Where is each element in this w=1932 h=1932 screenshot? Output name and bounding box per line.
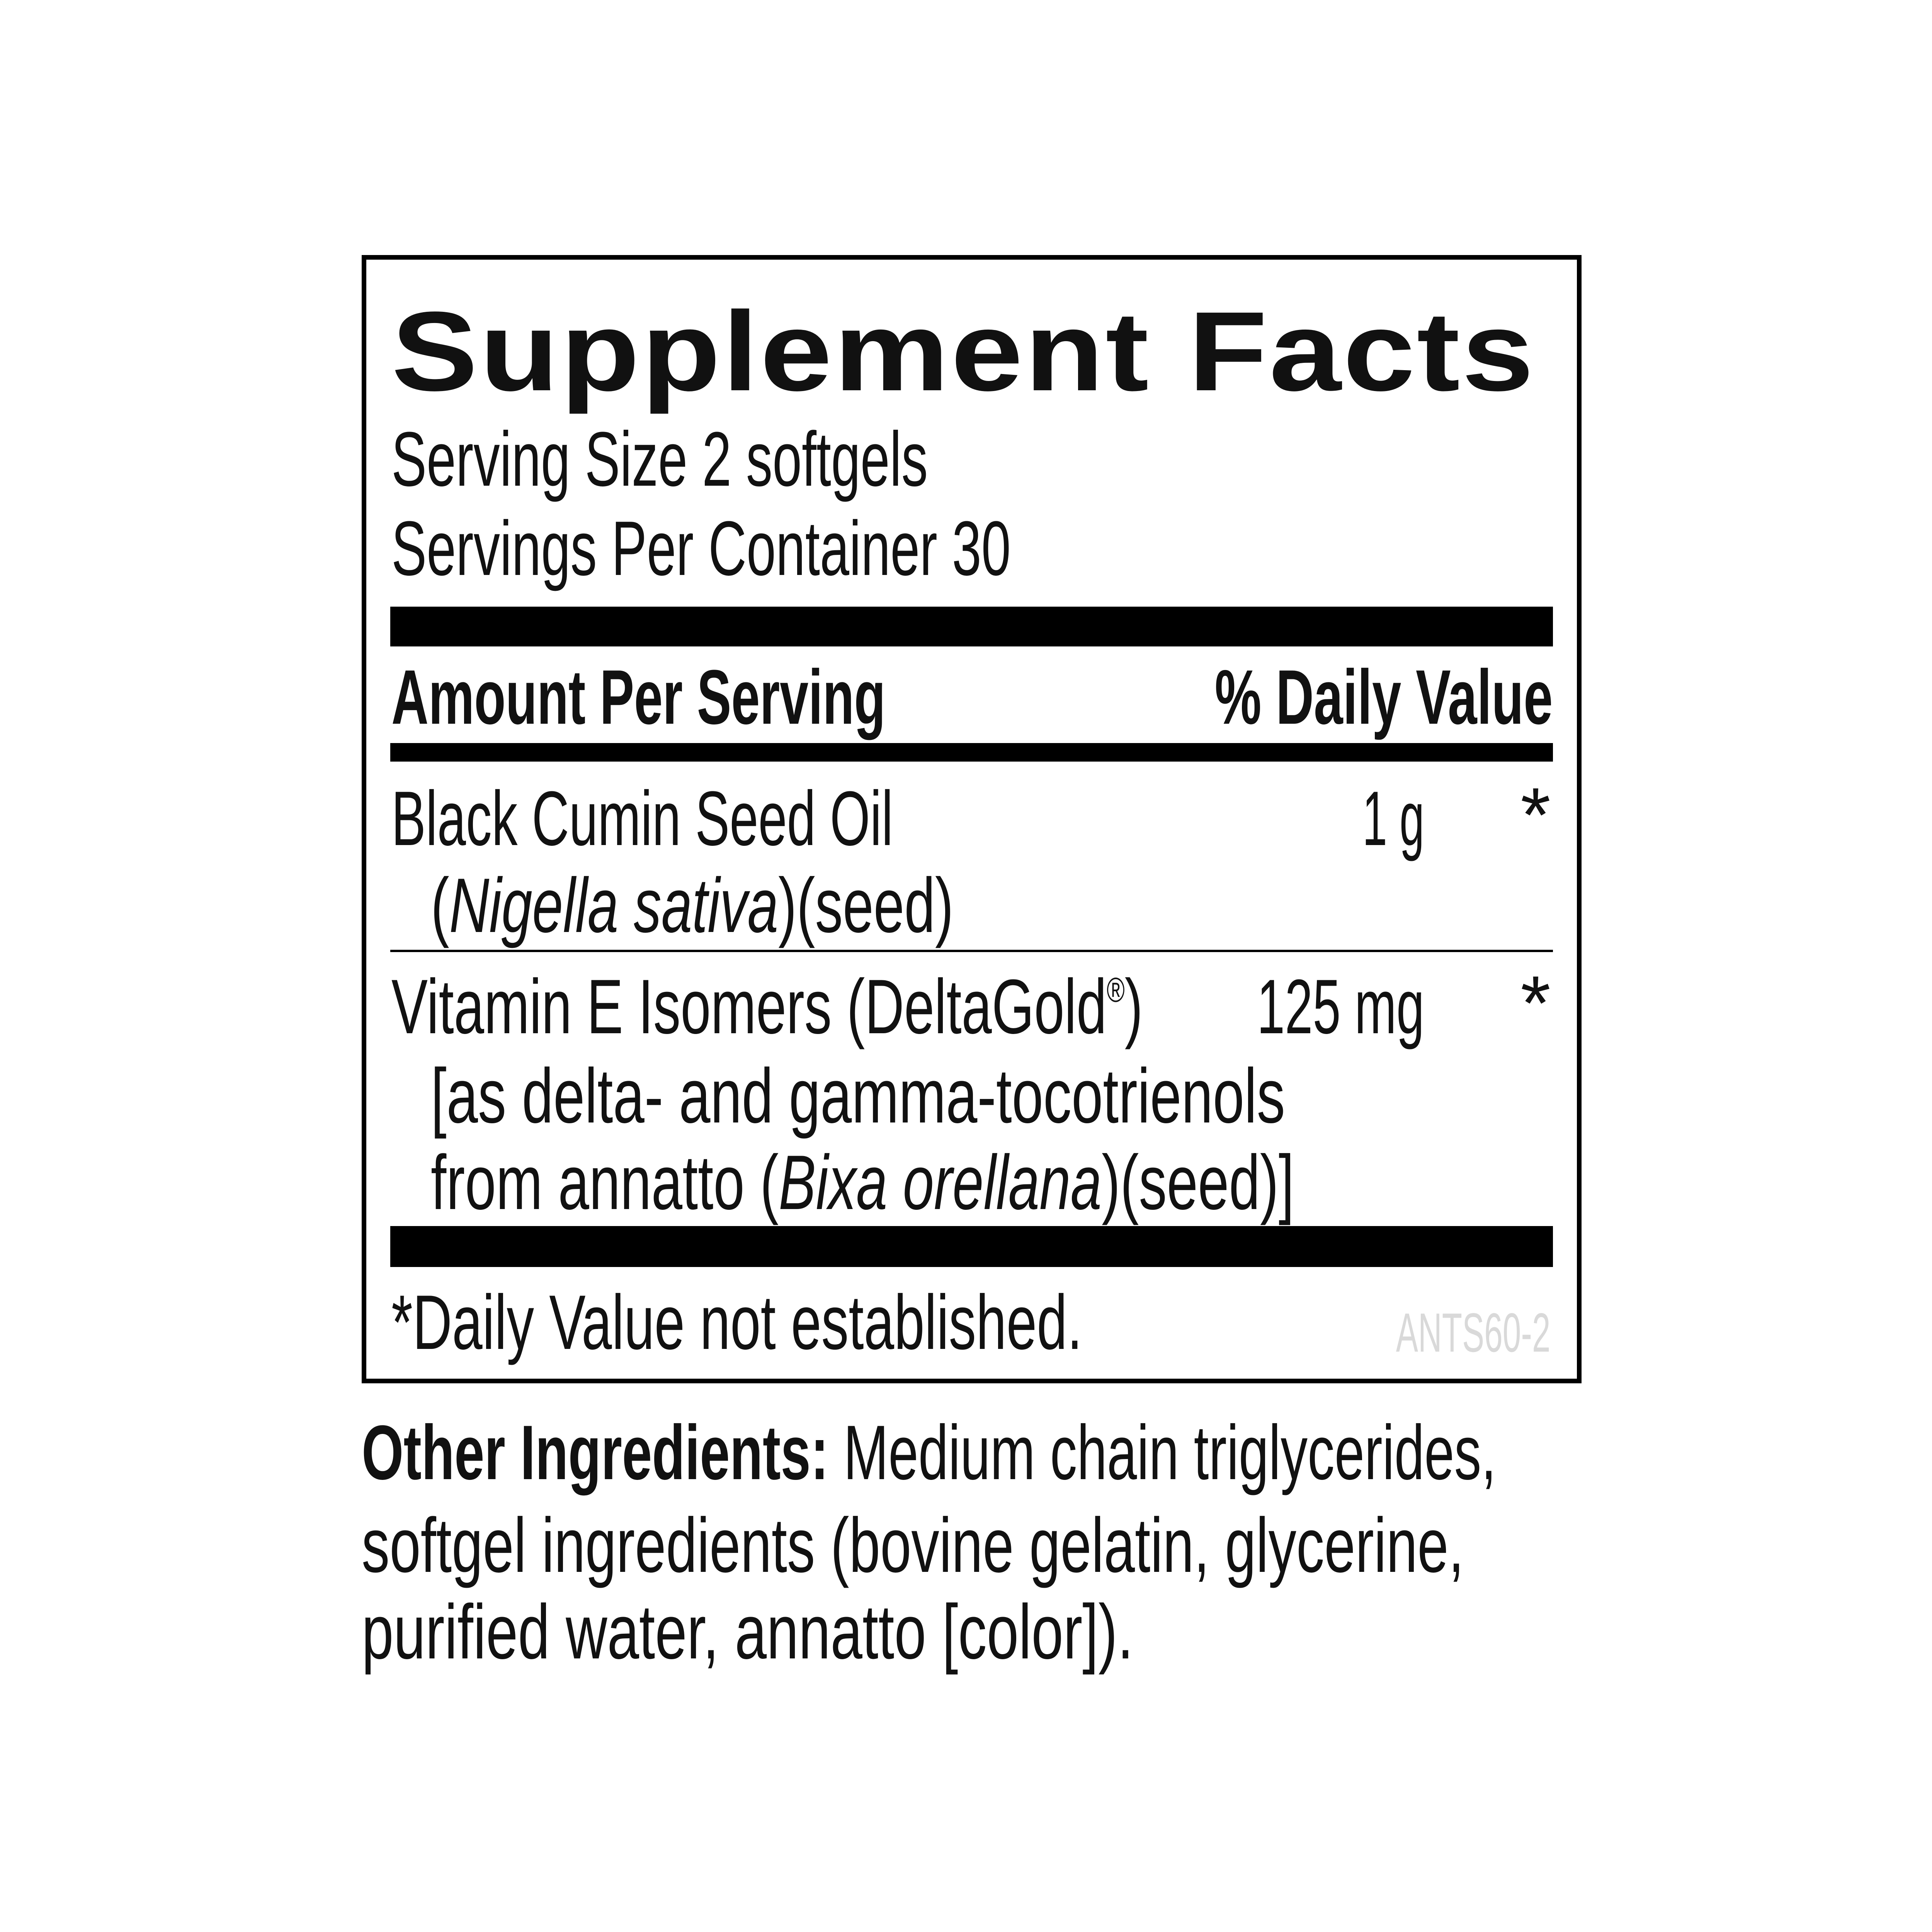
panel-title: Supplement Facts (391, 288, 1536, 414)
ingredient-detail: [as delta- and gamma-tocotrienols (431, 1053, 1285, 1139)
other-ingredients-line: softgel ingredients (bovine gelatin, gly… (362, 1502, 1464, 1588)
medium-divider (390, 743, 1553, 762)
other-ingredients-label: Other Ingredients: (362, 1410, 829, 1496)
product-code: ANTS60-2 (1396, 1302, 1551, 1364)
other-ingredients-line: Other Ingredients: Medium chain triglyce… (362, 1410, 1497, 1496)
ingredient-detail: (Nigella sativa)(seed) (431, 862, 954, 949)
ingredient-amount: 1 g (1362, 776, 1424, 862)
daily-value-mark: * (1520, 960, 1551, 1046)
thick-divider (390, 1226, 1553, 1267)
servings-per-container: Servings Per Container 30 (391, 505, 1011, 592)
thin-divider (390, 950, 1553, 952)
footnote: *Daily Value not established. (391, 1279, 1083, 1366)
ingredient-amount: 125 mg (1257, 964, 1424, 1050)
ingredient-name: Vitamin E Isomers (DeltaGold®) (391, 964, 1143, 1050)
serving-size: Serving Size 2 softgels (391, 416, 928, 502)
ingredient-name: Black Cumin Seed Oil (391, 776, 893, 862)
other-ingredients-line: purified water, annatto [color]). (362, 1589, 1134, 1675)
amount-per-serving-header: Amount Per Serving (391, 654, 886, 740)
supplement-facts-panel (362, 255, 1582, 1383)
daily-value-mark: * (1520, 772, 1551, 858)
thick-divider (390, 607, 1553, 646)
ingredient-detail: from annatto (Bixa orellana)(seed)] (431, 1139, 1294, 1226)
daily-value-header: % Daily Value (1215, 654, 1553, 740)
